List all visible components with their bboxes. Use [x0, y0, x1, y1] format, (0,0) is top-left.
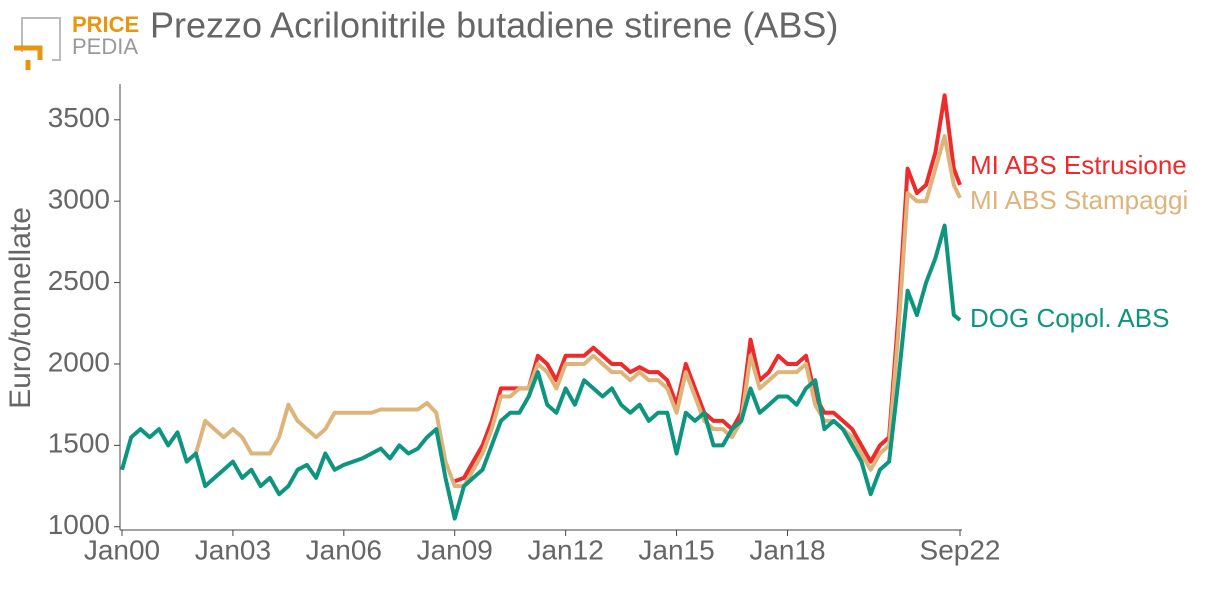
legend-label: MI ABS Estrusione: [970, 150, 1187, 180]
logo-mark: [14, 45, 43, 70]
logo: PRICE PEDIA: [14, 12, 139, 70]
y-tick-label: 1000: [48, 509, 110, 540]
y-tick-label: 1500: [48, 428, 110, 459]
x-tick-label: Sep22: [920, 534, 1001, 565]
chart-title: Prezzo Acrilonitrile butadiene stirene (…: [150, 5, 838, 46]
x-tick-label: Jan18: [749, 534, 825, 565]
y-axis-label: Euro/tonnellate: [4, 207, 37, 409]
y-tick-label: 3500: [48, 102, 110, 133]
legend-label: DOG Copol. ABS: [970, 303, 1169, 333]
series-line: [120, 223, 962, 521]
x-tick-label: Jan00: [84, 534, 160, 565]
x-tick-label: Jan09: [417, 534, 493, 565]
x-tick-label: Jan15: [638, 534, 714, 565]
x-tick-label: Jan03: [195, 534, 271, 565]
logo-frame: [21, 17, 61, 61]
x-tick-label: Jan12: [527, 534, 603, 565]
x-tick-label: Jan06: [306, 534, 382, 565]
y-tick-label: 3000: [48, 184, 110, 215]
series-line: [454, 93, 962, 484]
legend-label: MI ABS Stampaggi: [970, 185, 1188, 215]
y-tick-label: 2000: [48, 346, 110, 377]
logo-bottom: PEDIA: [72, 34, 138, 59]
y-tick-label: 2500: [48, 265, 110, 296]
logo-top: PRICE: [72, 12, 139, 37]
